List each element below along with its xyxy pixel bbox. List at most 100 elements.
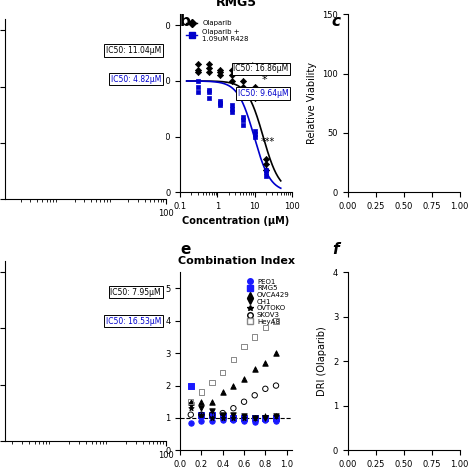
X-axis label: Concentration (μM): Concentration (μM): [182, 217, 290, 227]
Point: [205, 64, 213, 72]
Point: [229, 382, 237, 389]
Text: ***: ***: [260, 137, 274, 147]
Point: [194, 88, 202, 96]
Text: f: f: [332, 242, 338, 257]
Point: [272, 417, 280, 424]
Point: [240, 412, 248, 420]
Point: [219, 412, 227, 420]
Point: [208, 398, 216, 406]
Point: [198, 411, 205, 419]
Point: [251, 392, 258, 399]
Point: [251, 88, 258, 96]
Point: [194, 66, 202, 73]
Point: [219, 416, 227, 423]
Point: [217, 68, 224, 76]
Point: [240, 418, 248, 425]
Point: [187, 382, 194, 389]
Point: [262, 414, 269, 422]
Point: [228, 105, 236, 112]
Point: [205, 61, 213, 68]
Point: [208, 379, 216, 386]
Point: [262, 416, 269, 423]
Point: [262, 155, 270, 163]
Point: [219, 369, 227, 376]
Point: [240, 414, 248, 422]
Point: [262, 412, 269, 420]
Point: [187, 411, 194, 419]
Y-axis label: DRI (Olaparib): DRI (Olaparib): [317, 327, 327, 396]
Point: [217, 101, 224, 109]
Point: [251, 333, 258, 341]
Point: [251, 127, 258, 135]
Point: [240, 88, 247, 96]
Point: [187, 398, 194, 406]
Point: [208, 417, 216, 424]
Y-axis label: Relative Viability: Relative Viability: [307, 62, 317, 144]
Text: *: *: [261, 75, 267, 85]
Title: RMG5: RMG5: [216, 0, 256, 9]
Point: [208, 411, 216, 419]
Point: [229, 356, 237, 364]
Point: [205, 88, 213, 96]
Y-axis label: Relative Viability: Relative Viability: [139, 62, 149, 144]
Text: b: b: [180, 14, 191, 29]
Point: [229, 411, 237, 419]
Point: [240, 113, 247, 120]
Point: [272, 412, 280, 420]
Point: [217, 100, 224, 107]
Point: [194, 83, 202, 91]
Point: [217, 72, 224, 79]
Text: IC50: 16.53μM: IC50: 16.53μM: [106, 317, 161, 326]
Point: [229, 404, 237, 412]
Text: IC50: 4.82μM: IC50: 4.82μM: [111, 75, 161, 84]
Point: [228, 109, 236, 116]
Point: [272, 349, 280, 357]
Point: [251, 130, 258, 138]
Text: IC50: 9.64μM: IC50: 9.64μM: [238, 89, 289, 98]
Point: [240, 414, 248, 422]
Point: [240, 122, 247, 129]
Point: [208, 411, 216, 419]
Point: [219, 414, 227, 422]
Point: [262, 168, 270, 176]
Point: [219, 409, 227, 417]
Point: [251, 414, 258, 422]
Point: [251, 133, 258, 140]
Point: [251, 94, 258, 101]
Point: [228, 72, 236, 79]
Point: [187, 401, 194, 409]
Point: [240, 83, 247, 91]
Point: [205, 94, 213, 101]
Point: [219, 388, 227, 396]
Text: IC50: 11.04μM: IC50: 11.04μM: [106, 46, 161, 55]
Point: [240, 116, 247, 124]
Point: [217, 66, 224, 73]
Point: [272, 414, 280, 422]
Point: [240, 343, 248, 351]
Point: [217, 97, 224, 105]
Point: [228, 66, 236, 73]
Point: [208, 414, 216, 422]
Point: [198, 411, 205, 419]
Point: [187, 419, 194, 427]
Point: [262, 385, 269, 392]
Text: IC50: 16.86μM: IC50: 16.86μM: [233, 64, 289, 73]
Point: [229, 417, 237, 424]
Y-axis label: Combination Index: Combination Index: [149, 315, 159, 407]
Point: [205, 68, 213, 76]
Point: [228, 101, 236, 109]
Point: [228, 77, 236, 85]
Text: IC50: 7.95μM: IC50: 7.95μM: [110, 288, 161, 297]
Point: [198, 398, 205, 406]
Title: Combination Index: Combination Index: [178, 256, 294, 266]
Point: [229, 414, 237, 422]
Point: [229, 414, 237, 422]
Point: [194, 68, 202, 76]
Point: [262, 161, 270, 168]
Point: [262, 166, 270, 174]
Point: [251, 414, 258, 422]
Point: [219, 411, 227, 419]
Legend: Olaparib, Olaparib +
1.09uM R428: Olaparib, Olaparib + 1.09uM R428: [183, 18, 252, 45]
Point: [240, 398, 248, 406]
Point: [272, 412, 280, 420]
